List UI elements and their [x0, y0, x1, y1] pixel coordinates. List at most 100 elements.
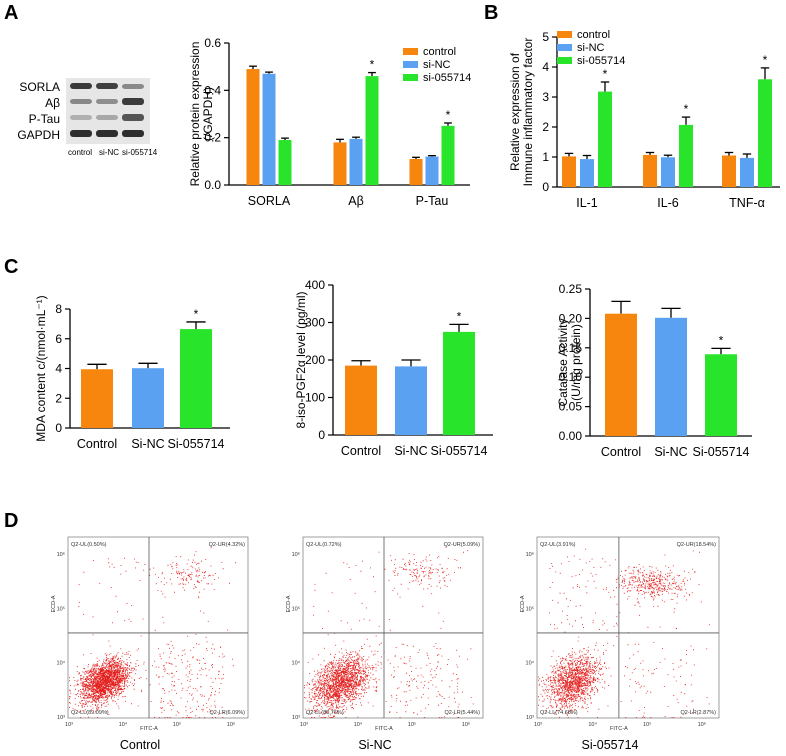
y-tick-label: 0.15 [559, 341, 583, 355]
bar-control [409, 158, 423, 185]
x-tick-label: Si-NC [394, 444, 427, 458]
significance-marker: * [457, 309, 462, 323]
x-tick-label: 10⁶ [462, 721, 470, 728]
y-axis-label: (U/mg protein) [569, 324, 583, 401]
y-tick-label: 10³ [57, 715, 65, 721]
y-tick-label: 10⁵ [57, 605, 65, 612]
blot-band [122, 130, 144, 137]
blot-row-label: SORLA [19, 80, 60, 94]
panel-label-a: A [4, 2, 19, 24]
quadrant-label-ur: Q2-UR(18.54%) [677, 542, 717, 548]
x-axis-label: FITC-A [375, 726, 393, 732]
x-tick-label: Aβ [348, 194, 364, 208]
y-tick-label: 10⁴ [292, 660, 301, 667]
legend-label: si-NC [423, 59, 451, 71]
y-tick-label: 0.4 [204, 83, 221, 97]
x-tick-label: SORLA [248, 194, 291, 208]
bar-si-NC [349, 138, 363, 185]
bar-main [81, 369, 113, 428]
y-tick-label: 5 [542, 30, 549, 44]
legend-label: control [577, 29, 610, 41]
x-tick-label: 10⁶ [698, 721, 706, 728]
bar-main [655, 317, 687, 436]
bar-main [605, 313, 637, 436]
blot-band [70, 115, 92, 120]
x-tick-label: 10⁴ [588, 721, 597, 728]
quadrant-label-ll: Q2-LL(88.76%) [306, 710, 344, 716]
y-tick-label: 10³ [292, 715, 300, 721]
significance-marker: * [684, 102, 689, 116]
y-axis-label: 8-iso-PGF2α level (pg/ml) [294, 292, 308, 429]
bar-si-055714 [679, 124, 693, 187]
quadrant-label-ul: Q2-UL(0.50%) [71, 542, 107, 548]
y-tick-label: 10⁶ [526, 551, 534, 558]
y-tick-label: 6 [55, 332, 62, 346]
y-tick-label: 0.25 [559, 282, 583, 296]
plot-frame [536, 536, 720, 719]
y-tick-label: 0 [55, 421, 62, 435]
plot-caption: Control [120, 738, 160, 752]
y-tick-label: 10⁵ [292, 605, 300, 612]
significance-marker: * [603, 67, 608, 81]
flow-cytometry-plot: Q2-UL(3.91%) Q2-UR(18.54%) Q2-LL(74.68%) Q2… [520, 536, 720, 752]
y-tick-label: 10⁶ [57, 551, 65, 558]
legend-swatch [557, 57, 572, 64]
x-tick-label: Si-NC [654, 445, 687, 459]
y-tick-label: 1 [542, 150, 549, 164]
y-tick-label: 4 [55, 362, 62, 376]
bar-main [705, 354, 737, 436]
bar-si-055714 [365, 76, 379, 185]
x-tick-label: TNF-α [729, 196, 765, 210]
y-tick-label: 300 [305, 316, 325, 330]
plot-frame [67, 536, 249, 719]
legend-swatch [403, 74, 418, 81]
blot-band [122, 98, 144, 105]
y-tick-label: 8 [55, 302, 62, 316]
y-tick-label: 400 [305, 278, 325, 292]
y-tick-label: 0.20 [559, 311, 583, 325]
bar-main [345, 365, 377, 435]
x-axis-label: FITC-A [610, 726, 628, 732]
y-tick-label: 0.2 [204, 131, 221, 145]
blot-row-label: GAPDH [17, 128, 60, 142]
quadrant-label-lr: Q2-LR(5.44%) [445, 710, 481, 716]
quadrant-label-lr: Q2-LR(2.87%) [681, 710, 717, 716]
plot-caption: Si-055714 [582, 738, 639, 752]
scatter-points [69, 547, 237, 718]
bar-si-055714 [598, 91, 612, 187]
legend-swatch [557, 31, 572, 38]
significance-marker: * [446, 108, 451, 122]
x-tick-label: 10⁴ [119, 721, 128, 728]
bar-control [333, 142, 347, 185]
y-axis-label: Relative expression of [508, 52, 522, 171]
blot-lane-label: si-NC [99, 148, 119, 157]
panel-label-d: D [4, 510, 19, 532]
scatter-points [538, 548, 710, 718]
scatter-points [304, 547, 474, 718]
y-tick-label: 10⁵ [526, 605, 534, 612]
y-tick-label: 2 [542, 120, 549, 134]
y-axis-label: MDA content c/(nmol·mL⁻¹) [34, 295, 48, 441]
blot-band [70, 130, 92, 137]
x-tick-label: 10³ [300, 722, 308, 728]
significance-marker: * [194, 307, 199, 321]
bar-si-NC [262, 73, 276, 185]
y-tick-label: 0.05 [559, 400, 583, 414]
blot-band [96, 115, 118, 120]
y-tick-label: 0.6 [204, 36, 221, 50]
bar-main [395, 366, 427, 435]
x-tick-label: 10³ [65, 722, 73, 728]
y-axis-label: ECD-A [520, 595, 526, 612]
y-tick-label: 0.00 [559, 429, 583, 443]
quadrant-label-ul: Q2-UL(3.91%) [540, 542, 576, 548]
x-tick-label: 10⁴ [354, 721, 363, 728]
blot-lane-label: si-055714 [122, 148, 158, 157]
x-tick-label: Control [601, 445, 641, 459]
bar-control [643, 154, 657, 187]
significance-marker: * [370, 58, 375, 72]
y-tick-label: 0.0 [204, 178, 221, 192]
x-tick-label: Si-055714 [168, 437, 225, 451]
quadrant-label-lr: Q2-LR(6.09%) [210, 710, 246, 716]
y-axis-label: Catalase Activity [556, 318, 570, 406]
